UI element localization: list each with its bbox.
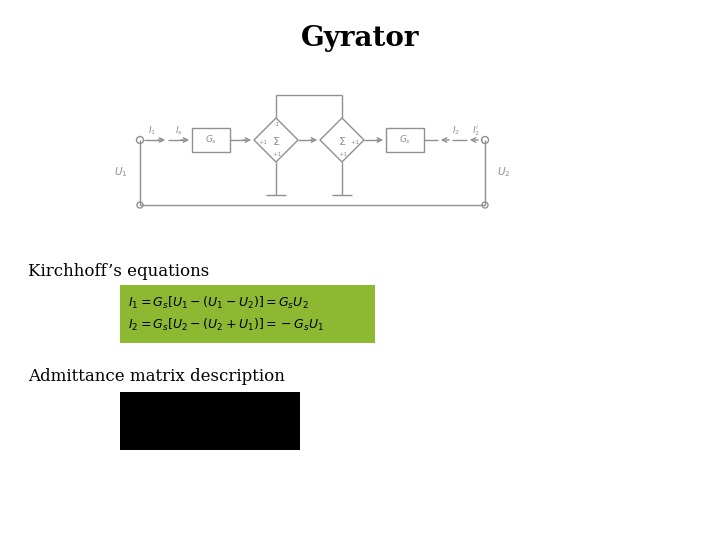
Bar <box>120 392 300 450</box>
Text: $I_s$: $I_s$ <box>175 125 183 137</box>
Text: $G_s$: $G_s$ <box>399 134 411 146</box>
Polygon shape <box>254 118 298 162</box>
Text: +1: +1 <box>272 152 282 157</box>
Polygon shape <box>320 118 364 162</box>
Text: $I_2$: $I_2$ <box>452 125 460 137</box>
Bar <box>120 285 375 343</box>
Text: -1: -1 <box>274 123 280 127</box>
Text: $U_2$: $U_2$ <box>497 166 510 179</box>
Text: Gyrator: Gyrator <box>301 25 419 52</box>
Bar <box>192 128 230 152</box>
Text: Kirchhoff’s equations: Kirchhoff’s equations <box>28 263 210 280</box>
Text: +1: +1 <box>338 152 348 157</box>
Text: $G_s$: $G_s$ <box>205 134 217 146</box>
Bar <box>386 128 424 152</box>
Text: +1: +1 <box>258 139 268 145</box>
Text: $I_1 = G_s[U_1-(U_1-U_2)]=G_sU_2$: $I_1 = G_s[U_1-(U_1-U_2)]=G_sU_2$ <box>128 295 309 311</box>
Text: $I_2 = G_s[U_2-(U_2+U_1)]=-G_sU_1$: $I_2 = G_s[U_2-(U_2+U_1)]=-G_sU_1$ <box>128 317 324 333</box>
Text: $I_2'$: $I_2'$ <box>472 124 480 138</box>
Text: $\Sigma$: $\Sigma$ <box>272 135 280 147</box>
Text: $\Sigma$: $\Sigma$ <box>338 135 346 147</box>
Text: $U_1$: $U_1$ <box>114 166 128 179</box>
Text: +1: +1 <box>351 139 359 145</box>
Text: $I_1$: $I_1$ <box>148 125 156 137</box>
Text: Admittance matrix description: Admittance matrix description <box>28 368 285 385</box>
